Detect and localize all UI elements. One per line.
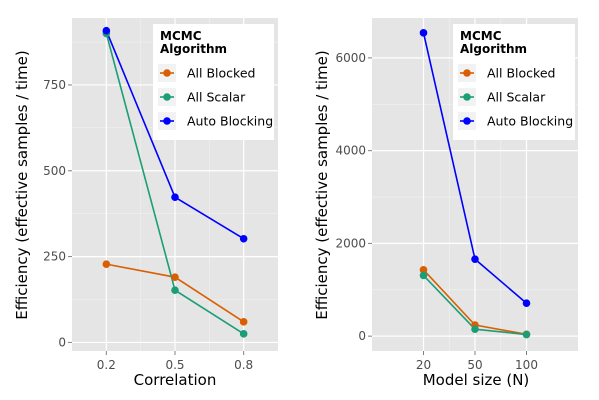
data-point (471, 255, 479, 263)
data-point (419, 271, 428, 280)
legend-title-line2: Algorithm (160, 42, 227, 56)
series-group (419, 29, 531, 339)
y-axis-title: Efficiency (effective samples / time) (13, 50, 31, 320)
data-point (522, 330, 531, 339)
y-tick-labels: 0 250 500 750 (43, 78, 72, 349)
y-axis-title: Efficiency (effective samples / time) (313, 50, 331, 320)
legend-label: All Scalar (487, 90, 546, 105)
y-tick-label: 6000 (335, 51, 366, 65)
x-tick-labels: 0.2 0.5 0.8 (97, 351, 253, 372)
legend-label: Auto Blocking (187, 114, 273, 129)
x-tick-label: 100 (515, 358, 538, 372)
legend-label: All Blocked (487, 66, 555, 81)
y-tick-labels: 0 2000 4000 6000 (335, 51, 372, 343)
x-tick-label: 20 (416, 358, 431, 372)
x-axis-title: Model size (N) (423, 371, 530, 389)
x-tick-label: 0.2 (97, 358, 116, 372)
data-point (239, 234, 248, 243)
y-tick-label: 250 (43, 250, 66, 264)
data-point (419, 266, 428, 274)
data-point (522, 299, 531, 308)
legend-key-point (463, 117, 471, 125)
legend-key-point (463, 93, 471, 101)
data-point (102, 26, 111, 35)
legend-title-line1: MCMC (160, 29, 202, 43)
y-tick-label: 500 (43, 164, 66, 178)
legend-items: All Blocked All Scalar Auto Blocking (458, 64, 573, 130)
legend-items: All Blocked All Scalar Auto Blocking (158, 64, 273, 130)
legend: MCMC Algorithm All Blocked All Scalar Auto… (153, 24, 274, 140)
data-point (171, 286, 179, 295)
legend-key-point (163, 69, 171, 77)
data-point (171, 273, 179, 281)
x-axis-title: Correlation (134, 371, 217, 389)
data-point (419, 29, 428, 37)
data-point (102, 260, 111, 268)
x-tick-label: 50 (467, 358, 482, 372)
legend-label: Auto Blocking (487, 114, 573, 129)
y-tick-label: 0 (58, 335, 66, 349)
legend-title-line1: MCMC (460, 29, 502, 43)
legend-title-line2: Algorithm (460, 42, 527, 56)
legend-key-point (163, 93, 171, 101)
data-point (471, 325, 479, 334)
legend-key-point (463, 69, 471, 77)
left-chart: 0 250 500 750 0.2 0.5 0.8 Correlation Efficie… (13, 18, 278, 389)
data-point (239, 330, 248, 338)
data-point (239, 318, 248, 326)
x-tick-labels: 20 50 100 (416, 351, 538, 372)
y-tick-label: 0 (358, 329, 366, 343)
legend-label: All Scalar (187, 90, 246, 105)
y-tick-label: 2000 (335, 236, 366, 250)
y-tick-label: 750 (43, 78, 66, 92)
x-tick-label: 0.8 (234, 358, 253, 372)
data-point (171, 193, 179, 202)
x-tick-label: 0.5 (165, 358, 184, 372)
series-group (102, 26, 248, 338)
legend: MCMC Algorithm All Blocked All Scalar Auto… (453, 24, 575, 140)
legend-label: All Blocked (187, 66, 255, 81)
legend-key-point (163, 117, 171, 125)
y-tick-label: 4000 (335, 144, 366, 158)
right-chart: 0 2000 4000 6000 20 50 100 Model size (N) Eff… (313, 18, 578, 389)
